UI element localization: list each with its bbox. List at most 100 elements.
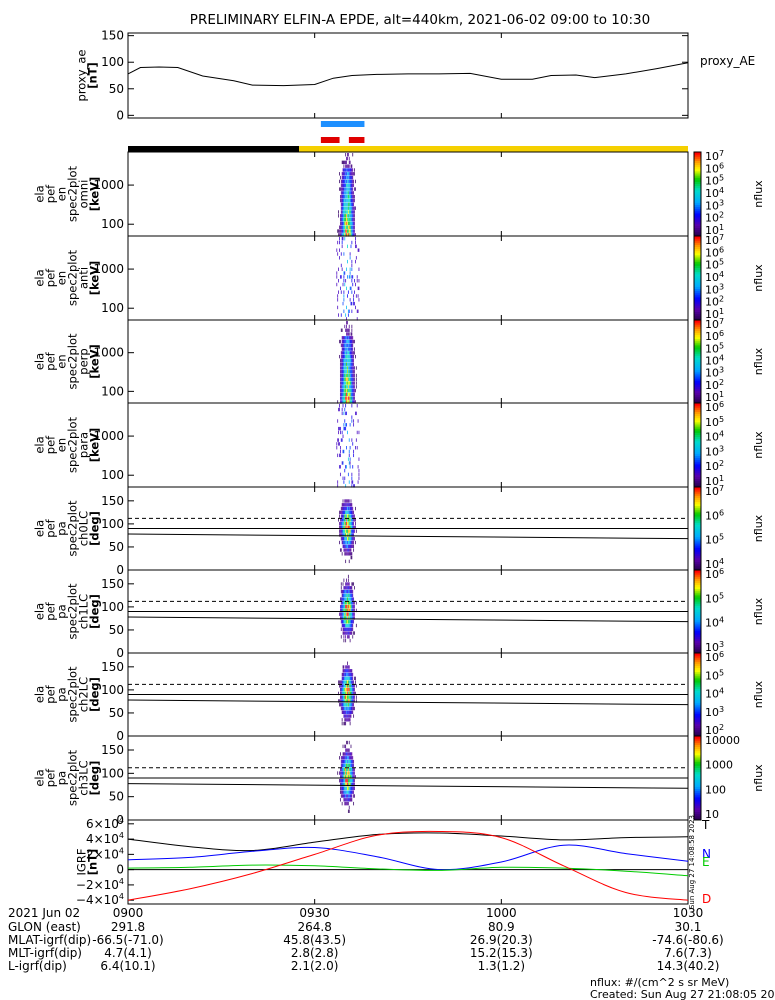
spectrogram-cell <box>349 465 351 469</box>
colorbar-tick-exponent: 3 <box>719 640 724 649</box>
spectrogram-cell <box>355 525 356 530</box>
spectrogram-cell <box>348 798 350 802</box>
y-axis-label-line: pef <box>44 518 58 537</box>
spectrogram-cell <box>343 426 345 431</box>
spectrogram-cell <box>345 718 347 722</box>
panels: proxy_ae[nT]050100150proxy_AEelapefenspe… <box>33 29 766 909</box>
y-axis-label-line: pa <box>55 771 69 785</box>
spectrogram-cell <box>336 282 338 287</box>
spectrogram-cell <box>355 438 357 442</box>
spectrogram-cell <box>347 798 349 802</box>
y-axis-label-line: anti <box>77 267 91 289</box>
spectrogram-cell <box>351 339 353 344</box>
spectrogram-cell <box>346 396 347 400</box>
spectrogram-cell <box>350 301 352 306</box>
spectrogram-cell <box>350 343 352 348</box>
spectrogram-cell <box>354 366 355 370</box>
colorbar-segment <box>694 470 701 473</box>
spectrogram-cell <box>351 400 353 404</box>
footer-value: 1.3(1.2) <box>478 959 526 973</box>
colorbar-segment <box>694 603 701 606</box>
spectrogram-cell <box>340 263 342 268</box>
spectrogram-cell <box>340 362 342 366</box>
spectrogram-cell <box>351 392 353 397</box>
spectrogram-cell <box>355 684 357 688</box>
spectrogram-cell <box>344 752 346 756</box>
spectrogram-cell <box>347 669 349 673</box>
spectrogram-cell <box>352 782 354 787</box>
colorbar-tick-base: 10 <box>705 234 719 247</box>
colorbar-segment <box>694 524 701 527</box>
colorbar-segment <box>694 784 701 787</box>
spectrogram-cell <box>347 153 349 157</box>
colorbar-tick-base: 10 <box>705 367 719 380</box>
spectrogram-cell <box>350 744 352 749</box>
spectrogram-cell <box>343 160 345 165</box>
spectrogram-cell <box>353 521 355 526</box>
spectrogram-cell <box>342 206 344 210</box>
spectrogram-cell <box>348 362 350 366</box>
colorbar-tick-label: 107 <box>705 233 724 247</box>
spectrogram-cell <box>339 179 340 184</box>
spectrogram-cell <box>354 775 355 779</box>
spectrogram-cell <box>354 794 355 798</box>
spectrogram-cell <box>346 593 347 598</box>
spectrogram-cell <box>346 767 347 771</box>
spectrogram-cell <box>341 370 343 374</box>
y-axis-label-line: [deg] <box>88 677 102 712</box>
spectrogram-cell <box>344 627 346 631</box>
spectrogram-cell <box>346 782 347 787</box>
spectrogram-cell <box>345 691 347 696</box>
spectrogram-cell <box>339 680 341 684</box>
spectrogram-cell <box>350 347 352 351</box>
spectrogram-cell <box>351 347 353 351</box>
footer-row: GLON (east) 291.8 264.8 80.9 30.1 <box>8 920 701 934</box>
footer-value: 4.7(4.1) <box>104 946 152 960</box>
spectrogram-cell <box>347 503 349 507</box>
spectrogram-cell <box>354 782 355 787</box>
spectrogram-cell <box>347 195 348 199</box>
spectrogram-cell <box>342 503 344 507</box>
spectrogram-cell <box>341 366 343 370</box>
colorbar-tick-exponent: 3 <box>719 198 724 207</box>
spectrogram-cell <box>343 593 345 598</box>
footer-value: 30.1 <box>675 920 702 934</box>
spectrogram-cell <box>349 616 351 620</box>
spectrogram-cell <box>347 347 348 351</box>
spectrogram-cell <box>347 366 349 370</box>
spectrogram-cell <box>347 525 348 530</box>
spectrogram-cell <box>340 510 342 515</box>
spectrogram-cell <box>352 206 354 210</box>
colorbar-segment <box>694 215 701 218</box>
colorbar-segment <box>694 592 701 596</box>
colorbar-segment <box>694 332 701 336</box>
colorbar-segment <box>694 811 701 815</box>
spectrogram-cell <box>344 210 346 214</box>
spectrogram-cell <box>351 710 353 714</box>
spectrogram-cell <box>345 544 347 548</box>
colorbar-tick-base: 10 <box>705 296 719 309</box>
spectrogram-cell <box>340 514 342 518</box>
spectrogram-cell <box>345 370 347 374</box>
spectrogram-cell <box>357 248 359 252</box>
spectrogram-cell <box>350 752 352 756</box>
colorbar-tick-label: 101 <box>705 223 724 237</box>
spectrogram-cell <box>346 798 347 802</box>
spectrogram-cell <box>340 187 342 191</box>
spectrogram-cell <box>352 187 354 191</box>
y-tick-exponent: 4 <box>119 877 124 886</box>
spectrogram-cell <box>353 771 355 775</box>
spectrogram-cell <box>343 548 345 552</box>
spectrogram-cell <box>350 798 352 802</box>
spectrogram-cell <box>352 790 354 794</box>
spectrogram-cell <box>340 763 342 768</box>
spectrogram-cell <box>339 608 341 613</box>
spectrogram-cell <box>341 552 343 556</box>
spectrogram-cell <box>353 767 355 771</box>
spectrogram-cell <box>351 336 353 340</box>
spectrogram-cell <box>350 680 352 684</box>
spectrogram-cell <box>352 343 354 348</box>
spectrogram-cell <box>342 779 344 783</box>
spectrogram-cell <box>350 593 352 598</box>
spectrogram-cell <box>348 381 350 385</box>
